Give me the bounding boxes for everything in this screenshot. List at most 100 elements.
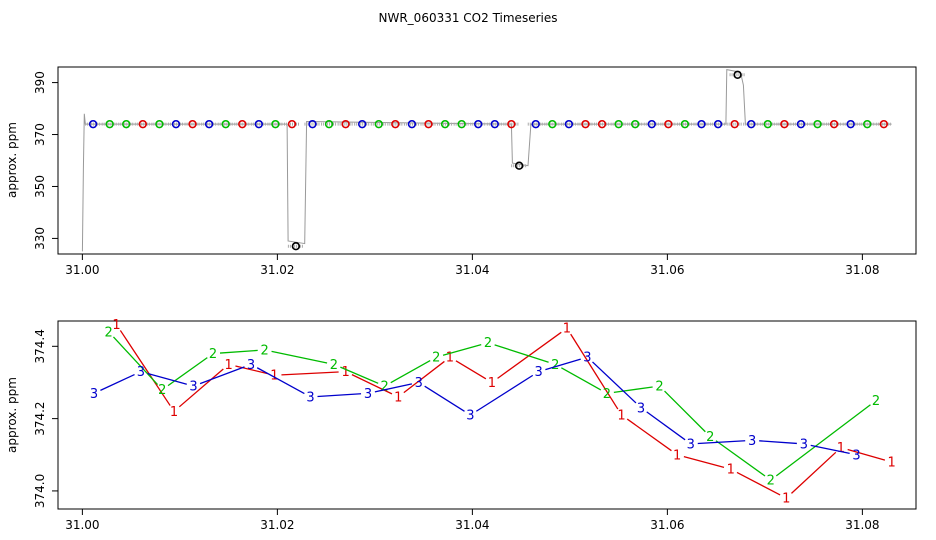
series-segment — [403, 360, 445, 394]
top-x-tick-label: 31.08 — [845, 263, 879, 277]
chart-title: NWR_060331 CO2 Timeseries — [379, 11, 558, 25]
series-segment — [715, 440, 766, 477]
series-point-label: 2 — [209, 347, 217, 362]
top-y-tick-label: 330 — [33, 227, 47, 250]
top-x-tick-label: 31.02 — [260, 263, 294, 277]
data-point-1 — [581, 119, 590, 129]
series-point-label: 1 — [394, 390, 402, 405]
series-segment — [219, 349, 258, 354]
data-point-1 — [597, 119, 607, 129]
series-point-label: 2 — [158, 383, 166, 398]
series-segment — [810, 444, 850, 454]
series-segment — [847, 448, 886, 461]
series-segment — [424, 385, 465, 412]
bottom-x-tick-label: 31.06 — [650, 518, 684, 532]
series-2: 2 2 2 2 2 2 2 2 2 2 2 2 2 2 — [105, 325, 881, 488]
series-point-label: 2 — [872, 394, 880, 409]
bottom-x-tick-label: 31.04 — [455, 518, 489, 532]
bottom-y-tick-label: 374.4 — [33, 329, 47, 363]
series-segment — [147, 372, 187, 385]
data-point-2 — [374, 119, 383, 129]
series-point-label: 2 — [603, 387, 611, 402]
top-panel: approx. ppm 31.00 31.02 31.04 31.06 31.08 330… — [5, 66, 917, 277]
bottom-y-tick-label: 374.2 — [33, 401, 47, 435]
data-point-1 — [424, 119, 433, 129]
series-segment — [390, 360, 431, 384]
data-point-2 — [440, 119, 450, 129]
series-point-label: 3 — [466, 409, 474, 424]
top-x-tick-label: 31.06 — [650, 263, 684, 277]
series-point-label: 3 — [687, 437, 695, 452]
series-segment — [736, 471, 781, 496]
series-point-label: 2 — [655, 380, 663, 395]
data-point-2 — [548, 119, 557, 129]
series-point-label: 3 — [748, 434, 756, 449]
series-point-label: 1 — [563, 322, 571, 337]
data-point-2 — [122, 119, 131, 129]
series-segment — [112, 336, 159, 386]
series-segment — [167, 357, 208, 387]
series-point-label: 2 — [330, 358, 338, 373]
data-point-3 — [713, 119, 723, 129]
series-segment — [664, 390, 706, 433]
series-segment — [626, 418, 672, 452]
series-point-label: 2 — [767, 474, 775, 489]
series-segment — [613, 386, 653, 393]
series-point-label: 3 — [247, 358, 255, 373]
series-point-label: 1 — [673, 448, 681, 463]
series-point-label: 1 — [170, 405, 178, 420]
series-point-label: 2 — [706, 430, 714, 445]
data-point-1 — [287, 119, 297, 129]
series-segment — [455, 360, 487, 380]
data-point-3 — [846, 119, 855, 129]
series-segment — [697, 440, 746, 445]
data-point-1 — [341, 119, 350, 129]
series-segment — [100, 373, 135, 391]
series-1: 1 1 1 1 1 1 1 1 1 1 1 1 1 1 1 — [112, 318, 895, 507]
data-point-1 — [664, 119, 673, 129]
data-point-3 — [254, 119, 264, 129]
series-segment — [497, 331, 562, 379]
series-segment — [374, 383, 413, 393]
data-point-other — [733, 70, 742, 79]
series-segment — [256, 367, 305, 395]
series-segment — [475, 374, 534, 412]
top-trace-line — [81, 68, 892, 252]
series-segment — [351, 374, 393, 395]
series-segment — [178, 368, 224, 408]
data-point-1 — [829, 119, 839, 129]
data-point-2 — [614, 119, 623, 129]
data-point-3 — [88, 119, 98, 129]
series-point-label: 3 — [415, 376, 423, 391]
series-point-label: 1 — [446, 351, 454, 366]
bottom-panel: approx. ppm 31.00 31.02 31.04 31.06 31.08 374… — [5, 318, 917, 532]
bottom-x-tick-label: 31.00 — [65, 518, 99, 532]
data-point-2 — [813, 119, 822, 129]
series-point-label: 2 — [551, 358, 559, 373]
series-point-label: 1 — [727, 463, 735, 478]
data-point-3 — [474, 119, 483, 129]
data-point-1 — [391, 119, 400, 129]
series-point-label: 1 — [224, 358, 232, 373]
series-point-label: 3 — [800, 437, 808, 452]
data-point-2 — [457, 119, 466, 129]
data-point-2 — [271, 119, 280, 129]
bottom-x-tick-label: 31.02 — [260, 518, 294, 532]
series-segment — [119, 330, 171, 406]
data-point-3 — [171, 119, 181, 129]
data-point-3 — [531, 119, 540, 129]
series-segment — [281, 371, 339, 376]
series-point-label: 2 — [105, 325, 113, 340]
data-point-3 — [796, 119, 806, 129]
series-segment — [592, 361, 637, 404]
series-segment — [271, 350, 328, 364]
top-trace — [81, 68, 892, 252]
data-point-3 — [747, 119, 756, 129]
data-point-2 — [221, 119, 230, 129]
data-point-3 — [564, 119, 574, 129]
series-point-label: 3 — [583, 351, 591, 366]
data-point-3 — [490, 119, 499, 129]
series-point-label: 1 — [341, 365, 349, 380]
